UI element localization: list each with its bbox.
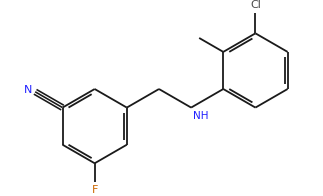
Text: N: N — [24, 85, 32, 95]
Text: F: F — [91, 185, 98, 195]
Text: Cl: Cl — [250, 0, 261, 10]
Text: NH: NH — [193, 111, 208, 121]
